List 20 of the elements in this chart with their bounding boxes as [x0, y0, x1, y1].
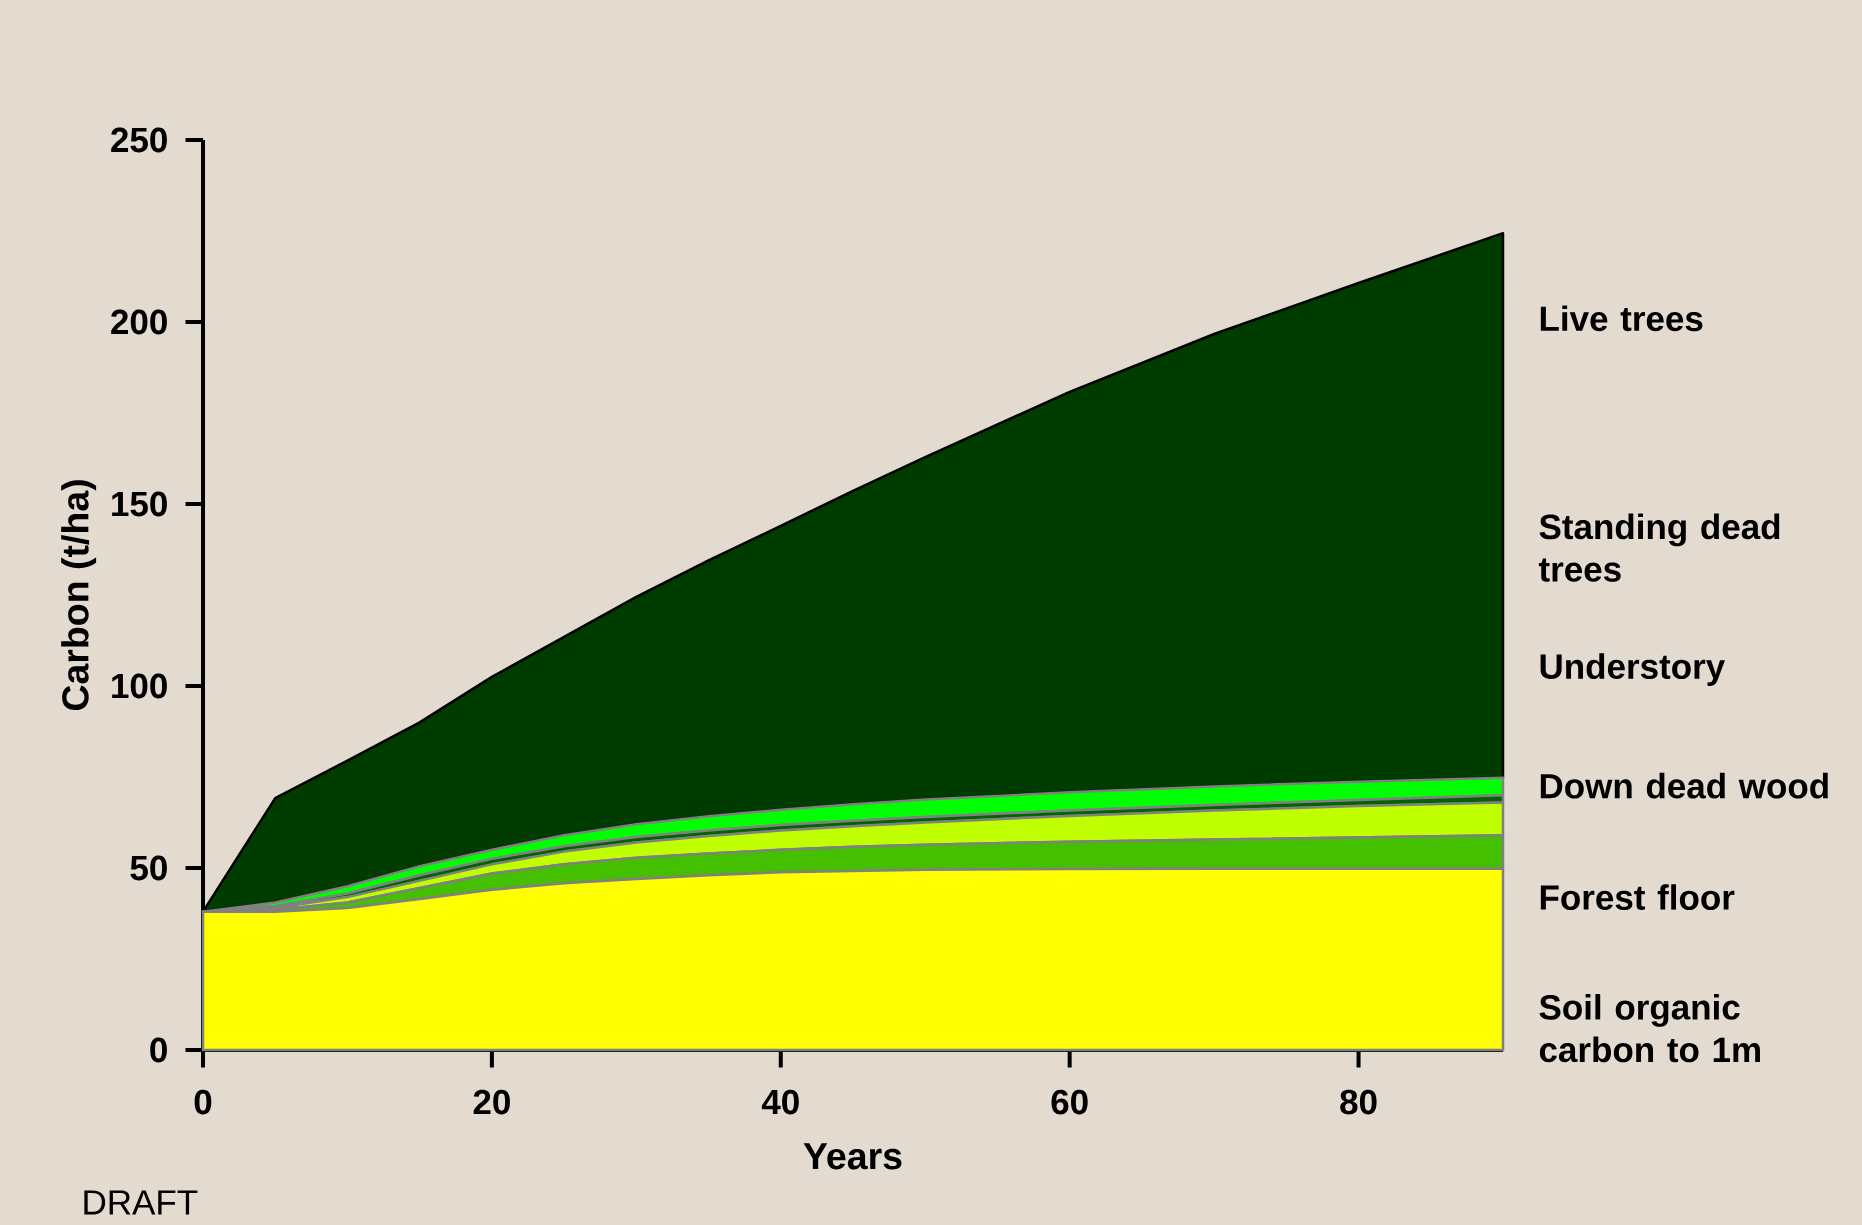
- y-tick-label: 250: [111, 127, 167, 153]
- y-tick-label: 200: [111, 309, 167, 335]
- y-axis-title: Carbon (t/ha): [61, 480, 97, 711]
- series-label: Soil organic carbon to 1m: [1539, 994, 1760, 1063]
- series-label: Forest floor: [1540, 884, 1735, 910]
- x-tick-label: 0: [194, 1089, 212, 1115]
- text: Understory: [1540, 653, 1726, 686]
- series-label: Live trees: [1540, 305, 1703, 332]
- y-tick-label: 0: [150, 1037, 167, 1063]
- y-tick-label: 50: [130, 855, 167, 881]
- text: Standing dead trees: [1538, 513, 1780, 582]
- y-tick-label: 150: [112, 491, 167, 517]
- series-label: Down dead wood: [1540, 772, 1828, 799]
- x-tick-label: 60: [1051, 1089, 1088, 1115]
- x-axis-title: Years: [803, 1143, 902, 1170]
- x-tick-label: 80: [1340, 1089, 1377, 1115]
- text: DRAFT: [84, 1190, 198, 1215]
- x-tick-label: 20: [473, 1089, 510, 1115]
- y-tick-label: 100: [112, 673, 167, 699]
- x-tick-label: 40: [761, 1089, 799, 1115]
